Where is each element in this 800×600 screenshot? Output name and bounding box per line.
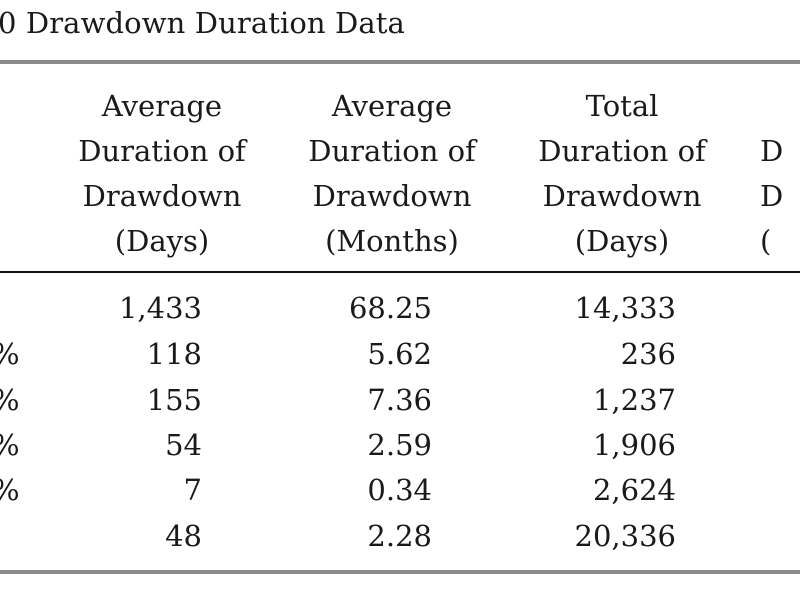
header-line: Duration of xyxy=(538,134,706,168)
table-row: 48 2.28 20,336 xyxy=(0,514,800,559)
header-line: Duration of xyxy=(308,134,476,168)
table-row: % 54 2.59 1,906 xyxy=(0,423,800,468)
header-truncated-column: D D ( xyxy=(760,84,800,264)
total-days-cell: 1,906 xyxy=(592,428,676,462)
total-days-cell: 1,237 xyxy=(592,383,676,417)
header-line: Drawdown xyxy=(82,179,242,213)
table-row: % 155 7.36 1,237 xyxy=(0,378,800,423)
avg-days-cell: 1,433 xyxy=(118,291,202,325)
header-line: Total xyxy=(585,89,659,123)
header-line: Average xyxy=(331,89,453,123)
avg-months-cell: 68.25 xyxy=(348,291,432,325)
header-line: Average xyxy=(101,89,223,123)
avg-months-cell: 2.28 xyxy=(367,519,432,553)
avg-months-cell: 2.59 xyxy=(367,428,432,462)
avg-months-cell: 0.34 xyxy=(367,473,432,507)
header-avg-duration-months: Average Duration of Drawdown (Months) xyxy=(292,84,492,264)
header-line: ( xyxy=(760,224,772,258)
header-total-duration-days: Total Duration of Drawdown (Days) xyxy=(522,84,722,264)
total-days-cell: 236 xyxy=(620,337,676,371)
header-line: (Days) xyxy=(114,224,210,258)
row-label: % xyxy=(0,468,20,513)
header-line: D xyxy=(760,134,784,168)
row-label: % xyxy=(0,378,20,423)
table-row: % 7 0.34 2,624 xyxy=(0,468,800,513)
total-days-cell: 20,336 xyxy=(574,519,676,553)
header-line: Duration of xyxy=(78,134,246,168)
header-rule xyxy=(0,271,800,273)
avg-days-cell: 48 xyxy=(165,519,202,553)
header-line: (Months) xyxy=(325,224,459,258)
header-avg-duration-days: Average Duration of Drawdown (Days) xyxy=(62,84,262,264)
table-row: 1,433 68.25 14,333 xyxy=(0,286,800,331)
avg-months-cell: 5.62 xyxy=(367,337,432,371)
header-line: Drawdown xyxy=(542,179,702,213)
row-label: % xyxy=(0,423,20,468)
avg-days-cell: 155 xyxy=(146,383,202,417)
total-days-cell: 2,624 xyxy=(592,473,676,507)
header-line: Drawdown xyxy=(312,179,472,213)
top-rule xyxy=(0,60,800,64)
avg-months-cell: 7.36 xyxy=(367,383,432,417)
bottom-rule xyxy=(0,570,800,574)
avg-days-cell: 118 xyxy=(146,337,202,371)
table-title: 0 Drawdown Duration Data xyxy=(0,6,405,40)
header-line: (Days) xyxy=(574,224,670,258)
row-label: % xyxy=(0,332,20,377)
avg-days-cell: 54 xyxy=(165,428,202,462)
total-days-cell: 14,333 xyxy=(574,291,676,325)
avg-days-cell: 7 xyxy=(183,473,202,507)
table-row: % 118 5.62 236 xyxy=(0,332,800,377)
header-line: D xyxy=(760,179,784,213)
header-line xyxy=(760,84,800,129)
